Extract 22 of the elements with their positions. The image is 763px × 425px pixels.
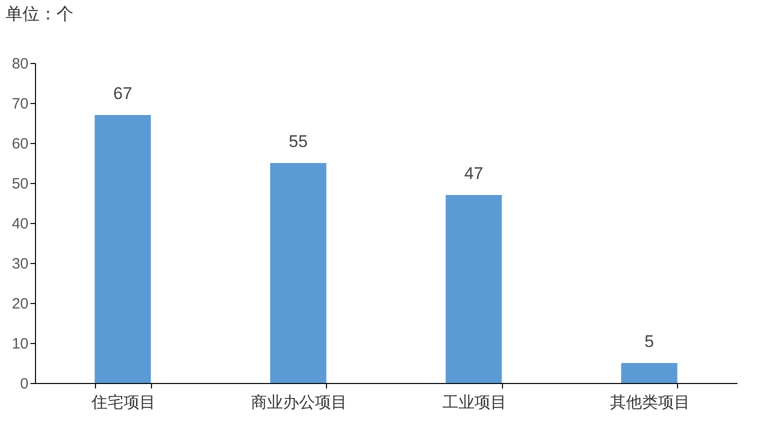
y-tick-label: 10 xyxy=(12,336,28,352)
x-tick-label: 工业项目 xyxy=(442,394,506,412)
data-label: 55 xyxy=(288,132,308,151)
y-tick-label: 60 xyxy=(12,136,28,152)
y-tick-label: 30 xyxy=(12,256,28,272)
y-axis-title: 单位：个 xyxy=(6,4,74,24)
x-tick-label: 商业办公项目 xyxy=(250,394,347,412)
data-label: 5 xyxy=(644,332,654,351)
y-tick-label: 50 xyxy=(12,176,28,192)
y-tick-label: 0 xyxy=(20,376,28,392)
bar xyxy=(621,363,678,383)
bar xyxy=(270,163,326,383)
bar xyxy=(94,115,151,383)
y-tick-label: 40 xyxy=(12,216,28,232)
x-tick-label: 住宅项目 xyxy=(90,394,156,412)
data-label: 67 xyxy=(113,84,132,103)
y-tick-label: 70 xyxy=(12,96,28,112)
bar xyxy=(446,195,502,383)
x-tick-label: 其他类项目 xyxy=(610,394,690,412)
data-label: 47 xyxy=(464,164,484,183)
y-tick-label: 80 xyxy=(12,56,28,72)
y-tick-label: 20 xyxy=(12,296,28,312)
